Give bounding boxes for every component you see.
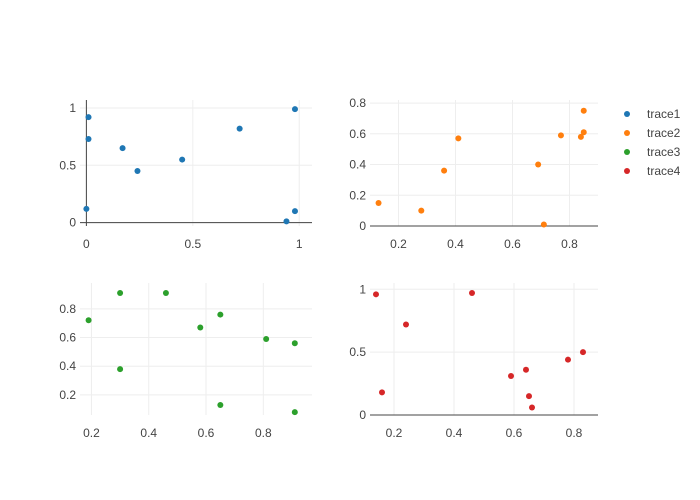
scatter-point[interactable] — [197, 324, 204, 331]
x-tick-label: 0 — [83, 237, 90, 251]
scatter-point[interactable] — [577, 133, 584, 140]
legend-marker — [624, 130, 630, 136]
legend-item-trace3[interactable]: trace3 — [624, 145, 681, 159]
scatter-point[interactable] — [291, 208, 298, 215]
y-tick-label: 0 — [359, 408, 366, 422]
scatter-point[interactable] — [134, 168, 141, 175]
x-tick-label: 0.8 — [566, 426, 583, 440]
y-tick-label: 0.8 — [59, 302, 76, 316]
legend-item-trace2[interactable]: trace2 — [624, 126, 681, 140]
scatter-point[interactable] — [291, 106, 298, 113]
scatter-point[interactable] — [291, 409, 298, 416]
legend-marker — [624, 149, 630, 155]
scatter-point[interactable] — [83, 205, 90, 212]
scatter-point[interactable] — [418, 207, 425, 214]
series-trace2 — [375, 107, 587, 228]
legend-label: trace1 — [647, 107, 681, 121]
scatter-point[interactable] — [469, 290, 475, 297]
subplot-4: 0.2 0.4 0.6 0.8 0 0.5 1 — [349, 282, 598, 440]
series-trace1 — [83, 106, 298, 225]
y-tick-label: 0.5 — [349, 345, 366, 359]
scatter-point[interactable] — [85, 135, 92, 142]
scatter-point[interactable] — [85, 317, 92, 324]
scatter-point[interactable] — [403, 321, 409, 328]
scatter-point[interactable] — [375, 199, 382, 206]
y-tick-label: 0.4 — [59, 359, 76, 373]
subplot-3: 0.2 0.4 0.6 0.8 0.2 0.4 0.6 0.8 — [59, 283, 312, 440]
subplot-2: 0.2 0.4 0.6 0.8 0 0.2 0.4 0.6 0.8 — [349, 96, 598, 251]
scatter-point[interactable] — [580, 349, 586, 356]
series-trace3 — [85, 290, 298, 416]
x-tick-label: 0.2 — [83, 426, 100, 440]
legend-item-trace4[interactable]: trace4 — [624, 164, 681, 178]
scatter-point[interactable] — [529, 404, 535, 411]
y-tick-label: 0.8 — [349, 96, 366, 110]
legend: trace1 trace2 trace3 trace4 — [624, 107, 681, 178]
subplot-1: 0 0.5 1 0 0.5 1 — [59, 100, 312, 251]
x-tick-label: 0.6 — [506, 426, 523, 440]
scatter-point[interactable] — [217, 401, 224, 408]
scatter-point[interactable] — [179, 156, 186, 163]
scatter-point[interactable] — [373, 291, 379, 298]
x-tick-label: 0.6 — [504, 237, 521, 251]
legend-label: trace3 — [647, 145, 681, 159]
scatter-point[interactable] — [580, 129, 587, 136]
scatter-point[interactable] — [508, 373, 514, 380]
x-tick-label: 0.2 — [390, 237, 407, 251]
y-tick-label: 0 — [359, 219, 366, 233]
x-tick-label: 0.4 — [446, 426, 463, 440]
scatter-point[interactable] — [540, 221, 547, 228]
x-tick-label: 0.2 — [386, 426, 403, 440]
x-tick-label: 1 — [296, 237, 303, 251]
y-tick-label: 0.4 — [349, 158, 366, 172]
scatter-point[interactable] — [119, 145, 126, 152]
x-tick-label: 0.4 — [140, 426, 157, 440]
y-tick-label: 0.6 — [349, 127, 366, 141]
scatter-point[interactable] — [236, 125, 243, 132]
scatter-point[interactable] — [580, 107, 587, 114]
x-tick-label: 0.8 — [561, 237, 578, 251]
y-tick-label: 0.2 — [59, 388, 76, 402]
y-tick-label: 0 — [69, 216, 76, 230]
series-trace4 — [373, 290, 586, 411]
scatter-point[interactable] — [535, 161, 542, 168]
y-tick-label: 1 — [69, 101, 76, 115]
y-tick-label: 0.5 — [59, 158, 76, 172]
legend-label: trace2 — [647, 126, 681, 140]
x-tick-label: 0.4 — [447, 237, 464, 251]
scatter-point[interactable] — [523, 366, 529, 373]
y-tick-label: 0.6 — [59, 331, 76, 345]
scatter-point[interactable] — [379, 389, 385, 396]
scatter-point[interactable] — [455, 135, 462, 142]
scatter-point[interactable] — [162, 290, 169, 297]
scatter-point[interactable] — [117, 366, 124, 373]
scatter-point[interactable] — [85, 114, 92, 121]
x-tick-label: 0.8 — [255, 426, 272, 440]
legend-marker — [624, 168, 630, 174]
scatter-point[interactable] — [565, 356, 571, 363]
scatter-point[interactable] — [117, 290, 124, 297]
x-tick-label: 0.6 — [198, 426, 215, 440]
y-tick-label: 1 — [359, 282, 366, 296]
scatter-point[interactable] — [557, 132, 564, 139]
legend-marker — [624, 111, 630, 117]
scatter-point[interactable] — [526, 393, 532, 400]
y-tick-label: 0.2 — [349, 188, 366, 202]
legend-label: trace4 — [647, 164, 681, 178]
legend-item-trace1[interactable]: trace1 — [624, 107, 681, 121]
scatter-point[interactable] — [291, 340, 298, 347]
scatter-point[interactable] — [283, 218, 290, 225]
scatter-point[interactable] — [217, 311, 224, 318]
x-tick-label: 0.5 — [184, 237, 201, 251]
subplots: 0 0.5 100.510.2 0.4 0.6 0.800.20.40.60.80.2 0.… — [59, 96, 598, 440]
scatter-point[interactable] — [441, 167, 448, 174]
scatter-point[interactable] — [263, 335, 270, 342]
